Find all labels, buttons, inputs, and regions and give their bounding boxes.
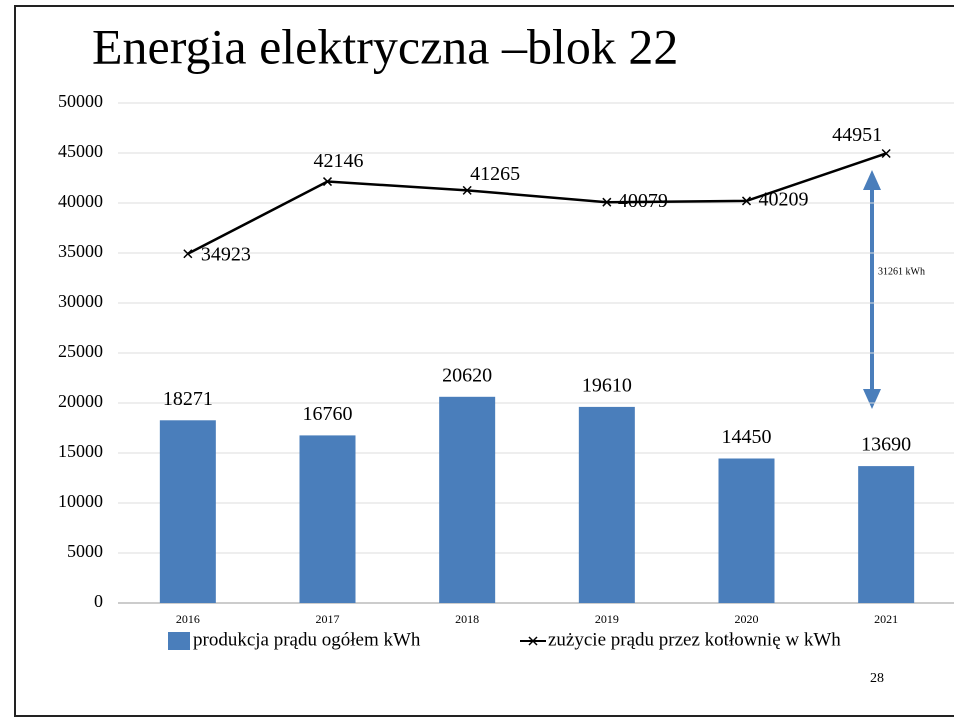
line-marker xyxy=(602,197,612,207)
bar-label: 19610 xyxy=(582,374,632,396)
bar-label: 14450 xyxy=(722,426,772,448)
y-tick-label: 40000 xyxy=(58,191,103,211)
line-label: 41265 xyxy=(470,163,520,185)
line-label: 40209 xyxy=(759,189,809,211)
line xyxy=(187,152,887,255)
x-tick-label: 2021 xyxy=(874,612,898,626)
bar xyxy=(439,396,496,603)
slide-title: Energia elektryczna –blok 22 xyxy=(92,18,678,74)
y-tick-label: 0 xyxy=(94,591,103,611)
y-tick-label: 35000 xyxy=(58,241,103,261)
legend-label: zużycie prądu przez kotłownię w kWh xyxy=(548,629,841,650)
bar xyxy=(578,406,635,603)
bar xyxy=(718,458,775,603)
line-label: 42146 xyxy=(314,150,364,172)
bar-label: 18271 xyxy=(163,388,213,410)
legend-marker xyxy=(528,636,538,646)
y-tick-label: 30000 xyxy=(58,291,103,311)
annotation: 31261 kWh xyxy=(878,266,925,277)
x-tick-label: 2018 xyxy=(455,612,479,626)
y-tick-label: 50000 xyxy=(58,91,103,111)
arrow xyxy=(863,170,881,409)
line-marker xyxy=(322,177,333,187)
line-label: 44951 xyxy=(832,124,882,146)
bar xyxy=(858,466,915,603)
y-tick-label: 5000 xyxy=(67,541,103,561)
x-tick-label: 2019 xyxy=(595,612,619,626)
legend-label: produkcja prądu ogółem kWh xyxy=(193,629,421,650)
bar-label: 20620 xyxy=(442,364,492,386)
line-label: 40079 xyxy=(618,190,668,212)
line-marker xyxy=(741,196,752,206)
bar-label: 16760 xyxy=(303,403,353,425)
y-tick-label: 45000 xyxy=(58,141,103,161)
line-label: 34923 xyxy=(201,243,251,265)
slide-border xyxy=(14,5,954,717)
x-tick-label: 2020 xyxy=(735,612,759,626)
x-tick-label: 2017 xyxy=(316,612,340,626)
legend-swatch xyxy=(168,632,190,650)
bar xyxy=(299,435,356,603)
page-number: 28 xyxy=(870,671,884,686)
line-marker xyxy=(881,148,891,159)
y-tick-label: 10000 xyxy=(58,491,103,511)
y-tick-label: 25000 xyxy=(58,341,103,361)
line-marker xyxy=(462,185,472,195)
y-tick-label: 15000 xyxy=(58,441,103,461)
line-marker xyxy=(183,249,193,259)
bar-label: 13690 xyxy=(861,434,911,456)
y-tick-label: 20000 xyxy=(58,391,103,411)
x-tick-label: 2016 xyxy=(176,612,200,626)
bar xyxy=(159,420,216,603)
